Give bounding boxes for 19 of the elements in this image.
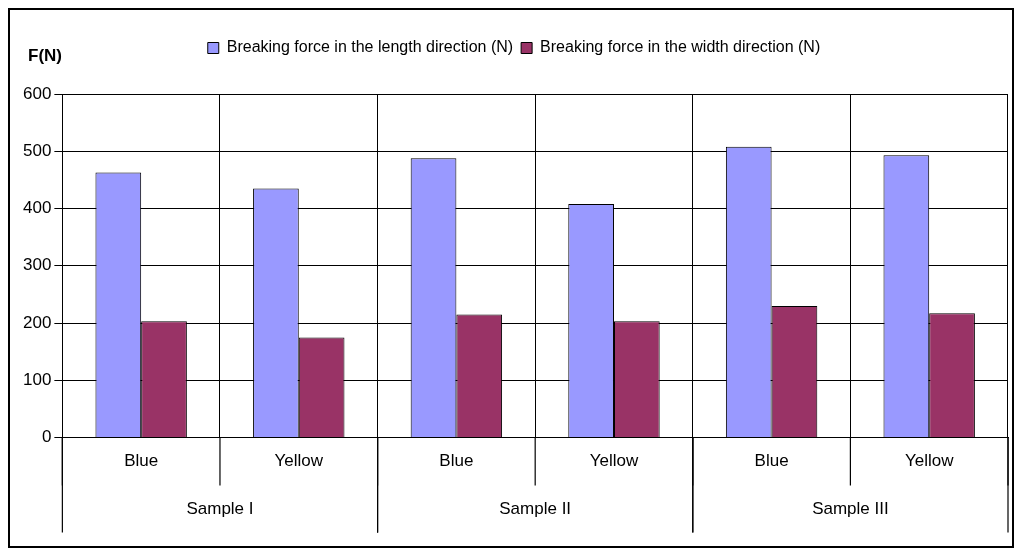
y-tick-label: 300	[22, 255, 52, 275]
y-tick-label: 0	[41, 427, 52, 447]
text: Sample II	[499, 499, 572, 519]
y-tick-label: 400	[22, 198, 52, 218]
x-tick-label: Blue	[754, 451, 789, 471]
y-tick-label: 500	[22, 140, 52, 160]
legend-label: Breaking force in the length direction (N)	[226, 38, 514, 56]
x-tick-label: Blue	[124, 451, 159, 471]
text: Sample III	[812, 499, 889, 519]
y-axis-title: F(N)	[28, 45, 62, 65]
x-tick-label: Yellow	[274, 451, 324, 471]
text: Sample I	[186, 499, 254, 519]
x-tick-label: Yellow	[589, 451, 639, 471]
y-tick-label: 100	[22, 370, 52, 390]
y-tick-label: 200	[22, 312, 52, 332]
x-tick-label: Yellow	[904, 451, 955, 471]
y-tick-label: 600	[22, 83, 52, 103]
legend-label: Breaking force in the width direction (N)	[540, 38, 821, 56]
x-tick-label: Blue	[439, 451, 474, 471]
